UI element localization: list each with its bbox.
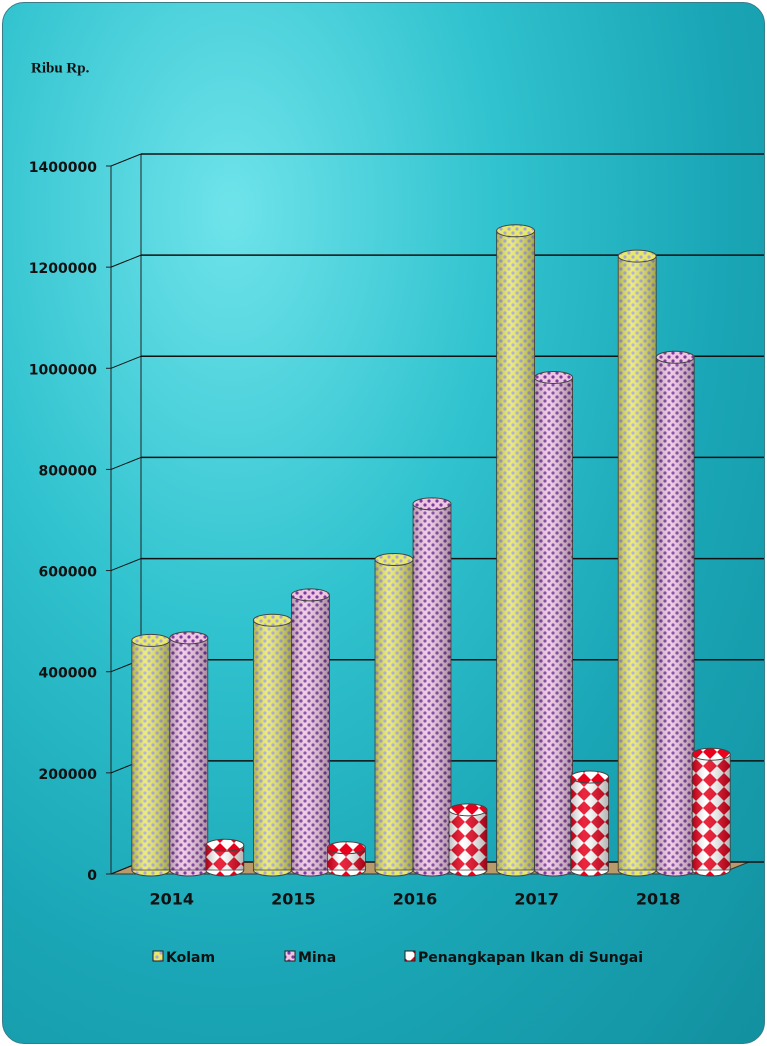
x-tick-label: 2016	[393, 890, 438, 909]
bar-shade	[496, 230, 535, 871]
cylinder-top	[617, 249, 657, 263]
y-tick-label: 800000	[39, 463, 98, 479]
cylinder-top	[448, 803, 488, 817]
bar-shade	[570, 776, 609, 870]
cylinder-top	[655, 350, 695, 364]
legend-label: Penangkapan Ikan di Sungai	[418, 950, 643, 966]
legend-swatch	[284, 950, 296, 962]
bar-shade	[413, 503, 451, 870]
cylinder	[169, 631, 209, 877]
cylinder	[412, 497, 452, 877]
cylinder	[617, 249, 657, 877]
legend-swatch	[404, 950, 416, 962]
cylinder	[326, 841, 366, 877]
x-tick-label: 2018	[636, 890, 681, 909]
cylinder-top	[496, 224, 536, 238]
cylinder	[252, 613, 292, 877]
cylinder-top	[252, 613, 292, 627]
y-axis-title: Ribu Rp.	[31, 60, 90, 76]
y-tick-label: 200000	[39, 767, 98, 783]
legend-label: Kolam	[166, 950, 215, 966]
bar-shade	[375, 559, 413, 870]
bar-shade	[618, 256, 657, 870]
y-tick-label: 1200000	[29, 261, 97, 277]
x-tick-label: 2014	[150, 890, 195, 909]
cylinder	[691, 747, 731, 877]
bar-shade	[534, 377, 573, 870]
bar-shade	[656, 357, 695, 870]
grid-diag	[110, 254, 142, 268]
legend-swatch	[152, 950, 164, 962]
cylinder-top	[205, 838, 245, 852]
cylinder	[290, 588, 330, 877]
cylinder	[534, 370, 574, 877]
cylinder-top	[570, 770, 610, 784]
cylinder-top	[374, 553, 414, 567]
y-tick-label: 0	[87, 868, 97, 884]
y-tick-label: 400000	[39, 666, 98, 682]
x-tick-label: 2017	[514, 890, 559, 909]
y-tick-label: 600000	[39, 565, 98, 581]
cylinder	[655, 350, 695, 877]
cylinder-top	[131, 633, 171, 647]
bar-shade	[131, 640, 170, 870]
bar-shade	[291, 594, 330, 870]
bar-shade	[449, 809, 487, 870]
y-tick-label: 1000000	[29, 362, 97, 378]
cylinder	[448, 803, 488, 877]
cylinder	[131, 633, 171, 877]
cylinder	[374, 553, 414, 877]
cylinder	[570, 770, 610, 877]
grid-diag	[110, 355, 142, 369]
x-tick-label: 2015	[271, 890, 316, 909]
bar-shade	[253, 620, 292, 870]
grid-diag	[110, 558, 142, 572]
cylinder-top	[290, 588, 330, 602]
bar-shade	[169, 637, 208, 870]
cylinder	[205, 838, 245, 877]
chart: Ribu Rp. 0 200000 400000 600000 800000 100000…	[29, 60, 764, 966]
cylinder-top	[412, 497, 452, 511]
cylinder-top	[169, 631, 209, 645]
grid-diag	[110, 153, 142, 167]
cylinder-top	[691, 747, 731, 761]
cylinder-top	[326, 841, 366, 855]
legend-label: Mina	[298, 950, 336, 966]
cylinder-top	[534, 370, 574, 384]
grid-diag	[110, 456, 142, 470]
y-tick-label: 1400000	[29, 160, 97, 176]
bar-shade	[692, 754, 731, 870]
cylinder	[496, 224, 536, 877]
